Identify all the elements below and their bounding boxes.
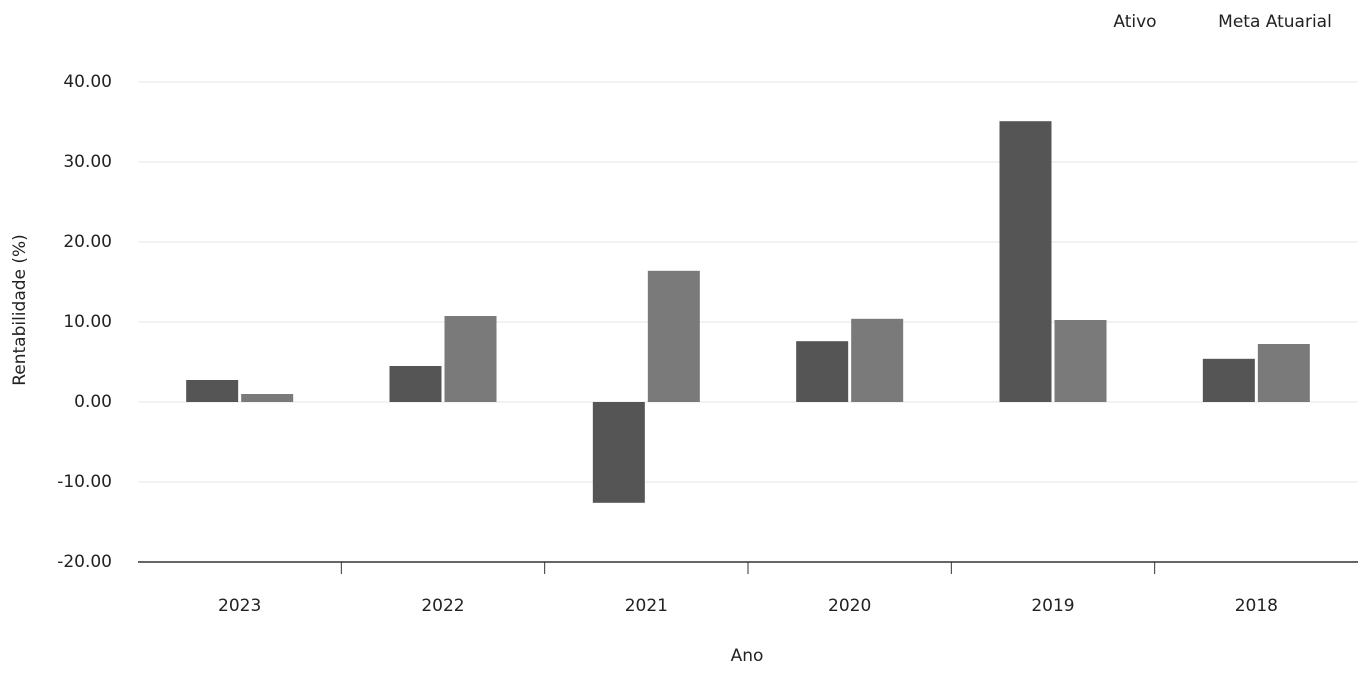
x-tick-label: 2018 xyxy=(1235,596,1278,616)
y-tick-label: 10.00 xyxy=(63,312,112,332)
x-tick-label: 2020 xyxy=(828,596,871,616)
y-tick-label: 40.00 xyxy=(63,72,112,92)
x-tick-label: 2021 xyxy=(625,596,668,616)
x-tick-label: 2022 xyxy=(421,596,464,616)
y-axis-label: Rentabilidade (%) xyxy=(10,234,30,386)
bar xyxy=(1054,320,1107,402)
y-tick-label: 0.00 xyxy=(74,392,112,412)
y-tick-label: 30.00 xyxy=(63,152,112,172)
bar xyxy=(1257,344,1310,402)
bar xyxy=(999,121,1052,402)
x-tick-label: 2019 xyxy=(1031,596,1074,616)
bar xyxy=(1202,358,1255,402)
y-tick-label: 20.00 xyxy=(63,232,112,252)
y-tick-label: -20.00 xyxy=(57,552,112,572)
x-axis-label: Ano xyxy=(731,646,764,666)
bar xyxy=(389,366,442,402)
bar xyxy=(647,270,700,402)
bar xyxy=(241,394,294,402)
x-tick-label: 2023 xyxy=(218,596,261,616)
y-tick-label: -10.00 xyxy=(57,472,112,492)
bar xyxy=(851,318,904,402)
legend-label: Meta Atuarial xyxy=(1218,12,1332,32)
bar xyxy=(186,380,239,402)
bar xyxy=(444,316,497,402)
legend-label: Ativo xyxy=(1113,12,1156,32)
bar xyxy=(796,341,849,402)
bar xyxy=(592,402,645,503)
